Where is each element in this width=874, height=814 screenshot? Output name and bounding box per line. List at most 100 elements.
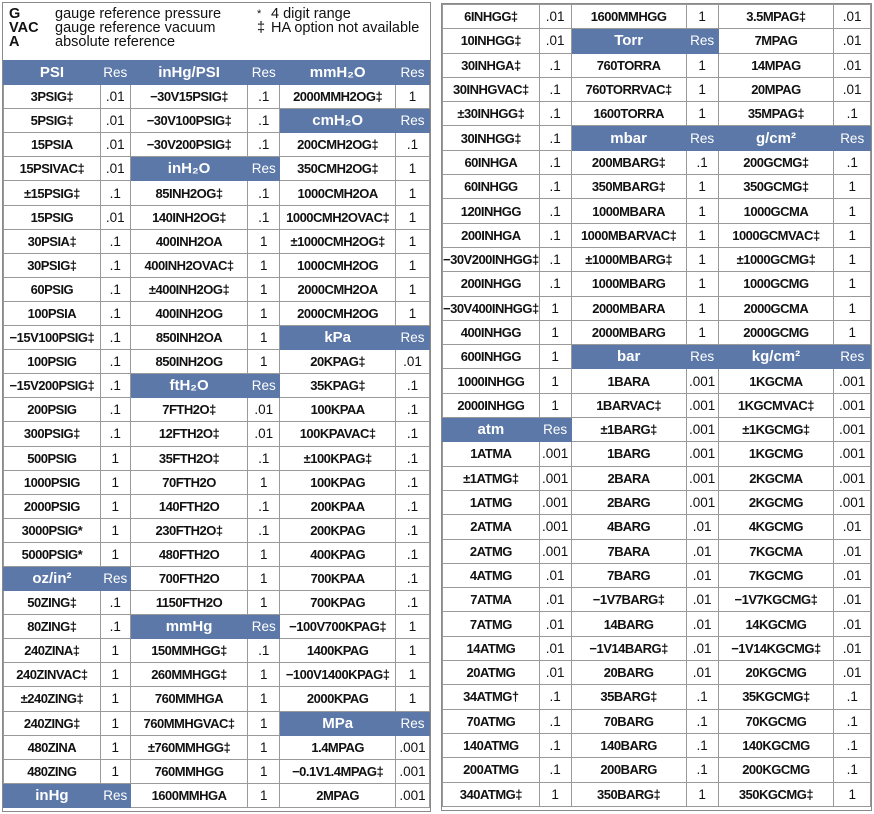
resolution-value: .01 <box>538 562 572 589</box>
resolution-value: 1 <box>247 662 281 688</box>
range-code: 140KGCMG <box>717 732 835 759</box>
range-code: 7FTH2O‡ <box>129 397 249 423</box>
range-code: 700KPAG <box>279 590 397 616</box>
resolution-value: 1 <box>99 517 131 543</box>
range-code: 1600MMHGA <box>129 782 249 808</box>
unit-header: kPa <box>279 325 397 351</box>
range-code: 760TORRA <box>570 52 687 78</box>
range-code: 760MMHGG <box>129 758 249 784</box>
legend-key-a: A <box>9 34 20 50</box>
resolution-value: .001 <box>538 489 572 516</box>
range-code: 2000MBARG <box>570 319 687 346</box>
unit-header: mmH₂O <box>279 59 397 86</box>
table-row: 500PSIG 1 35FTH2O‡ .1 ±100KPAG‡ .1 <box>3 445 430 471</box>
resolution-value: .01 <box>538 611 572 637</box>
range-code: 480FTH2O <box>129 541 249 567</box>
res-header: Res <box>685 125 719 151</box>
resolution-value: 1 <box>538 781 572 807</box>
table-row: 30PSIA‡ .1 400INH2OA 1 ±1000CMH2OG‡ 1 <box>3 228 430 254</box>
range-code: 200CMH2OG‡ <box>279 132 397 158</box>
range-code: 35BARG‡ <box>570 684 687 710</box>
resolution-value: .1 <box>395 517 430 543</box>
table-row: 2ATMA .001 4BARG .01 4KGCMG .01 <box>442 514 871 540</box>
resolution-value: 1 <box>247 469 281 495</box>
table-row: 20ATMG .01 20BARG .01 20KGCMG .01 <box>442 660 871 686</box>
resolution-value: .1 <box>395 397 430 423</box>
resolution-value: .001 <box>395 734 430 760</box>
range-code: ±1KGCMG‡ <box>717 417 835 443</box>
resolution-value: 1 <box>833 295 871 321</box>
range-code: 3PSIG‡ <box>3 84 101 110</box>
resolution-value: .1 <box>247 517 281 543</box>
resolution-value: 1 <box>247 276 281 302</box>
range-code: ±15PSIG‡ <box>3 180 101 206</box>
table-row: 14ATMG .01 −1V14BARG‡ .01 −1V14KGCMG‡ .01 <box>442 635 871 662</box>
range-code: 2000PSIG <box>3 493 101 519</box>
range-code: −30V100PSIG‡ <box>129 108 249 134</box>
range-code: ±100KPAG‡ <box>279 445 397 471</box>
range-code: 20KGCMG <box>717 660 835 686</box>
resolution-value: 1 <box>395 180 430 206</box>
resolution-value: .1 <box>247 204 281 230</box>
range-code: 20MPAG <box>717 76 835 103</box>
resolution-value: .01 <box>833 611 871 637</box>
resolution-value: 1 <box>538 368 572 394</box>
table-row: 3PSIG‡ .01 −30V15PSIG‡ .1 2000MMH2OG‡ 1 <box>3 84 430 110</box>
resolution-value: 1 <box>833 781 871 807</box>
unit-header: kg/cm² <box>717 344 835 370</box>
resolution-value: 1 <box>247 686 281 712</box>
range-code: 7ATMA <box>442 587 540 613</box>
resolution-value: .1 <box>99 276 131 302</box>
unit-header: PSI <box>3 59 101 86</box>
resolution-value: .001 <box>833 392 871 419</box>
resolution-value: .01 <box>685 635 719 662</box>
resolution-value: 1 <box>685 319 719 346</box>
range-code: −1V7KGCMG‡ <box>717 587 835 613</box>
resolution-value: .001 <box>685 465 719 491</box>
range-code: 30INHGG‡ <box>442 125 540 151</box>
table-row: 240ZING‡ 1 760MMHGVAC‡ 1 MPa Res <box>3 710 430 736</box>
range-code: 1000CMH2OVAC‡ <box>279 204 397 230</box>
legend-note-4digit: 4 digit range <box>271 6 351 22</box>
resolution-value: .1 <box>538 174 572 200</box>
res-header: Res <box>99 59 131 86</box>
range-code: 2ATMA <box>442 514 540 540</box>
range-code: 7KGCMG <box>717 562 835 589</box>
range-code: 200BARG <box>570 757 687 783</box>
resolution-value: 1 <box>395 204 430 230</box>
range-code: −100V1400KPAG‡ <box>279 662 397 688</box>
resolution-value: .1 <box>247 180 281 206</box>
range-code: 1000CMH2OA <box>279 180 397 206</box>
range-code: 35FTH2O‡ <box>129 445 249 471</box>
range-code: 200KGCMG <box>717 757 835 783</box>
resolution-value: 1 <box>247 710 281 736</box>
res-header: Res <box>395 59 430 86</box>
resolution-value: 1 <box>247 300 281 327</box>
legend-key-vac: VAC <box>9 20 39 36</box>
resolution-value: 1 <box>99 710 131 736</box>
range-code: ±1ATMG‡ <box>442 465 540 491</box>
range-code: 2000KPAG <box>279 686 397 712</box>
resolution-value: .1 <box>395 469 430 495</box>
range-code: ±1000GCMG‡ <box>717 246 835 273</box>
resolution-value: 1 <box>685 174 719 200</box>
resolution-value: 1 <box>685 52 719 78</box>
resolution-value: .1 <box>685 708 719 734</box>
range-code: 1600TORRA <box>570 101 687 127</box>
unit-header: mbar <box>570 125 687 151</box>
table-row: 30PSIG‡ .1 400INH2OVAC‡ 1 1000CMH2OG 1 <box>3 252 430 278</box>
resolution-value: .001 <box>685 392 719 419</box>
range-code: ±1000CMH2OG‡ <box>279 228 397 254</box>
range-code: 1BARVAC‡ <box>570 392 687 419</box>
range-code: 1000GCMA <box>717 198 835 224</box>
resolution-value: .1 <box>99 614 131 640</box>
resolution-value: .01 <box>538 3 572 30</box>
range-code: 30INHGA‡ <box>442 52 540 78</box>
unit-header: ftH₂O <box>129 373 249 399</box>
unit-header: oz/in² <box>3 565 101 592</box>
resolution-value: .001 <box>833 417 871 443</box>
resolution-value: .01 <box>395 349 430 375</box>
res-header: Res <box>833 344 871 370</box>
resolution-value: .1 <box>685 757 719 783</box>
range-code: 150MMHGG‡ <box>129 638 249 664</box>
